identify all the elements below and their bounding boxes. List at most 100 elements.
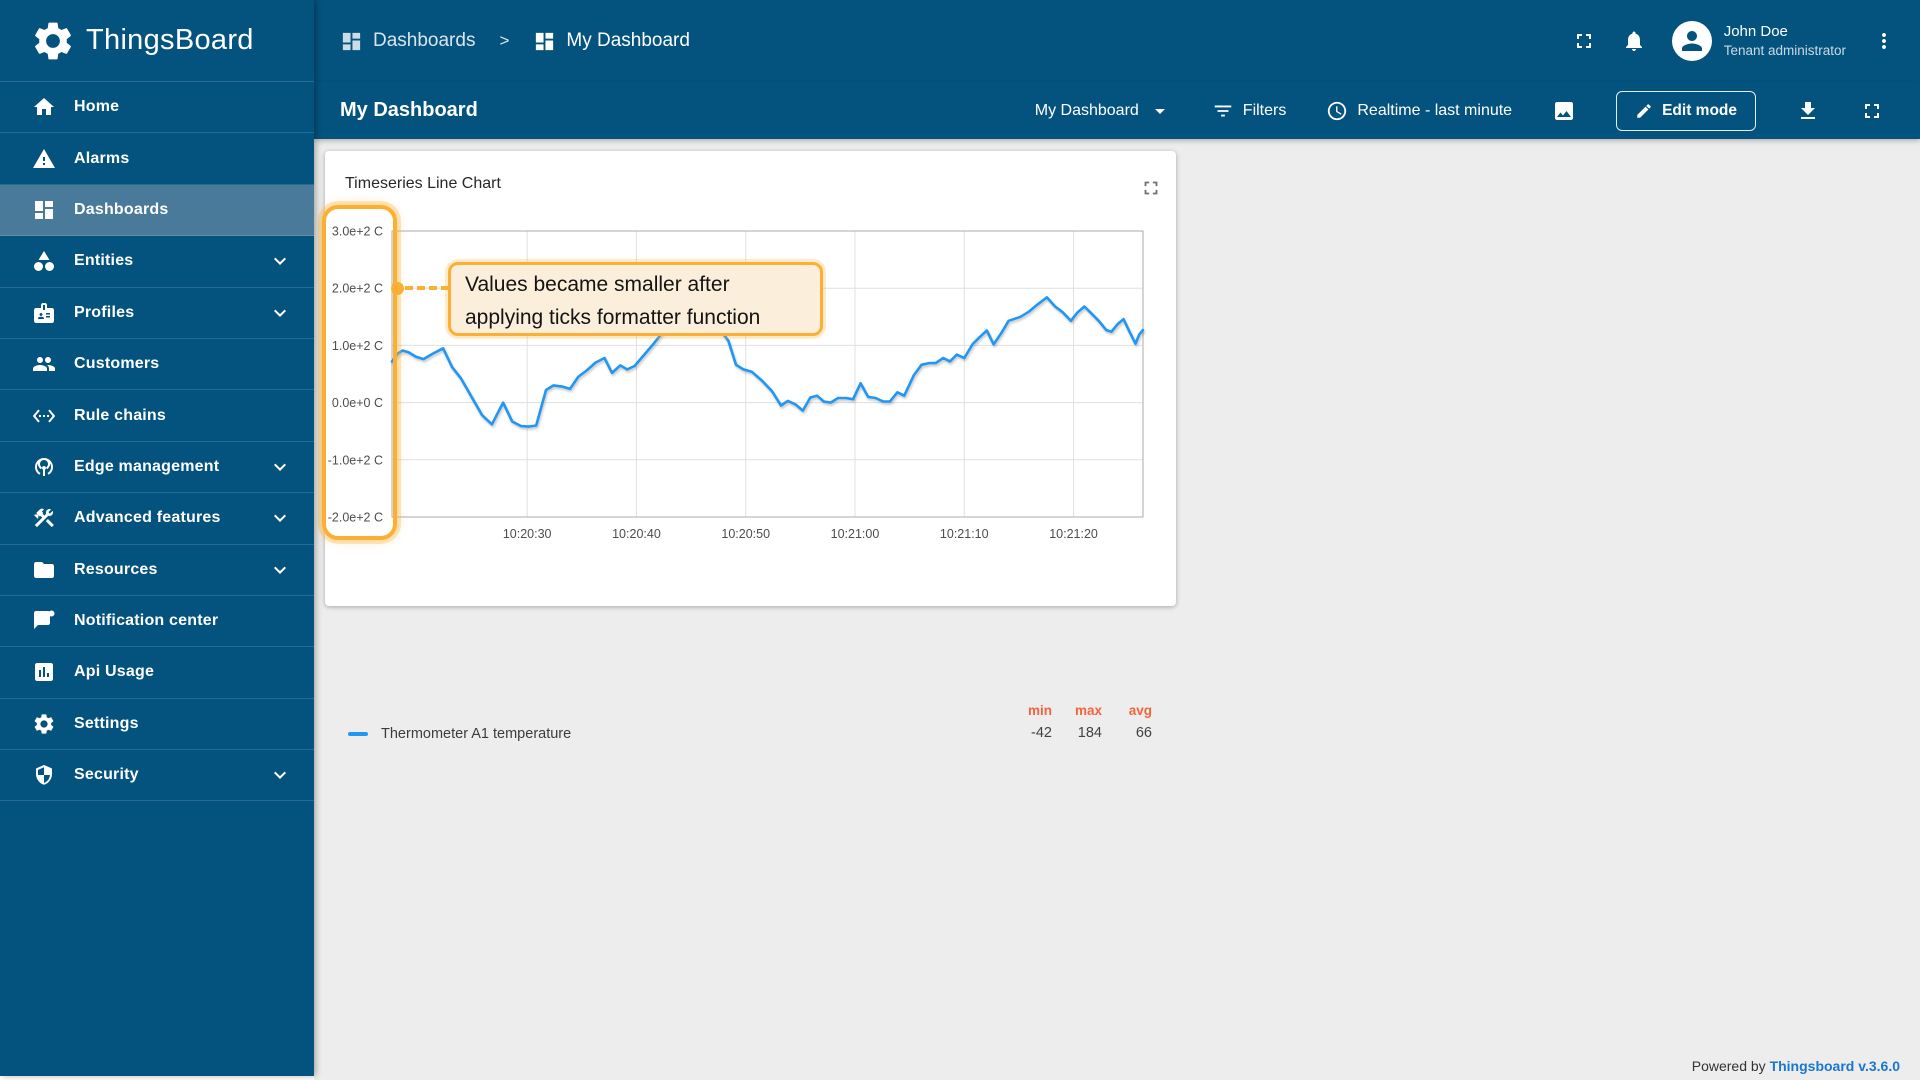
- sidebar-item-advanced-features[interactable]: Advanced features: [0, 493, 314, 545]
- sidebar-item-label: Alarms: [74, 149, 130, 167]
- annotation-line-1: Values became smaller after: [465, 273, 730, 296]
- sidebar-item-profiles[interactable]: Profiles: [0, 288, 314, 339]
- advanced-icon: [34, 508, 54, 528]
- fullscreen-icon: [1576, 34, 1591, 48]
- topbar: Dashboards > My Dashboard John Doe: [314, 0, 1920, 82]
- sidebar-item-label: Api Usage: [74, 663, 155, 681]
- sidebar-item-customers[interactable]: Customers: [0, 339, 314, 391]
- sidebar-item-label: Dashboards: [74, 200, 169, 218]
- stat-value: -42: [1031, 725, 1052, 741]
- sidebar-item-alarms[interactable]: Alarms: [0, 133, 314, 185]
- sidebar-item-security[interactable]: Security: [0, 750, 314, 802]
- thingsboard-logo-icon: [35, 22, 71, 59]
- chevron-down-icon: [274, 771, 286, 780]
- brand-logo[interactable]: ThingsBoard: [0, 0, 314, 82]
- filter-icon: [1214, 105, 1232, 116]
- breadcrumb-my-dashboard[interactable]: My Dashboard: [533, 30, 690, 53]
- sidebar-nav: Home Alarms Dashboards Entities Profiles Cust…: [0, 82, 314, 802]
- sidebar-item-notification-center[interactable]: Notification center: [0, 596, 314, 648]
- dashboard-toolbar: My Dashboard My Dashboard Filters Realti…: [314, 82, 1920, 139]
- dashboard-image-button[interactable]: [1552, 99, 1576, 123]
- notifications-button[interactable]: [1622, 29, 1646, 53]
- stat-header: max: [1074, 703, 1102, 718]
- breadcrumb-separator: >: [499, 31, 510, 50]
- dashboard-fullscreen-button[interactable]: [1860, 99, 1884, 123]
- annotation-callout: Values became smaller after applying tic…: [448, 262, 823, 336]
- dashboard-icon: [536, 32, 554, 50]
- chevron-down-icon: [274, 514, 286, 523]
- annotation-dashed-connector: [405, 286, 449, 290]
- sidebar-item-rule-chains[interactable]: Rule chains: [0, 390, 314, 442]
- sidebar-item-label: Edge management: [74, 457, 220, 475]
- sidebar-item-api-usage[interactable]: Api Usage: [0, 647, 314, 699]
- series-label: Thermometer A1 temperature: [381, 726, 572, 742]
- footer: Powered by Thingsboard v.3.6.0: [1692, 1058, 1900, 1074]
- sidebar-item-dashboards[interactable]: Dashboards: [0, 184, 314, 237]
- x-tick-label: 10:21:00: [831, 527, 880, 541]
- series-line: [390, 296, 1145, 428]
- x-tick-label: 10:21:20: [1049, 527, 1098, 541]
- chevron-down-icon: [274, 566, 286, 574]
- annotation-dot: [391, 282, 404, 295]
- filters-button[interactable]: Filters: [1212, 100, 1286, 122]
- user-info: John Doe Tenant administrator: [1724, 22, 1846, 60]
- dashboards-icon: [342, 32, 361, 50]
- brand-name: ThingsBoard: [86, 24, 254, 56]
- x-tick-label: 10:21:10: [940, 527, 989, 541]
- entities-icon: [34, 251, 54, 272]
- sidebar-item-entities[interactable]: Entities: [0, 236, 314, 288]
- customers-icon: [33, 357, 55, 372]
- chevron-down-icon: [274, 309, 286, 317]
- sidebar: ThingsBoard Home Alarms Dashboards Entities…: [0, 0, 314, 1076]
- sidebar-item-resources[interactable]: Resources: [0, 545, 314, 596]
- dashboard-content: Timeseries Line Chart 3.0e+2 C 2.0e+2 C 1.…: [314, 139, 1920, 1080]
- y-tick-label: 1.0e+2 C: [332, 339, 383, 353]
- sidebar-item-label: Resources: [74, 560, 158, 578]
- widget-fullscreen-button[interactable]: [1140, 177, 1162, 199]
- legend-series[interactable]: Thermometer A1 temperature: [348, 726, 571, 742]
- series-color-dash: [348, 732, 368, 736]
- widget-title: Timeseries Line Chart: [345, 175, 501, 192]
- chevron-down-icon: [274, 257, 286, 266]
- sidebar-item-label: Profiles: [74, 303, 135, 321]
- breadcrumb-dashboards[interactable]: Dashboards: [340, 30, 475, 53]
- edge-icon: [35, 457, 53, 476]
- rule-chains-icon: [32, 409, 56, 423]
- user-role: Tenant administrator: [1723, 43, 1846, 58]
- dashboard-select[interactable]: My Dashboard: [1035, 99, 1172, 123]
- y-tick-label: 3.0e+2 C: [332, 225, 383, 239]
- sidebar-item-settings[interactable]: Settings: [0, 699, 314, 751]
- timeseries-line-chart: 3.0e+2 C 2.0e+2 C 1.0e+2 C 0.0e+0 C -1.0e+2 …: [328, 225, 1145, 541]
- fullscreen-button[interactable]: [1572, 29, 1596, 53]
- powered-by-text: Powered by: [1691, 1058, 1766, 1074]
- profiles-icon: [34, 302, 54, 323]
- annotation-line-2: applying ticks formatter function: [465, 306, 761, 329]
- sidebar-item-label: Entities: [74, 252, 134, 270]
- edit-mode-button[interactable]: Edit mode: [1616, 90, 1756, 131]
- settings-icon: [34, 714, 54, 734]
- download-button[interactable]: [1796, 99, 1820, 123]
- arrow-drop-down-icon: [1154, 108, 1165, 114]
- sidebar-item-edge-management[interactable]: Edge management: [0, 442, 314, 494]
- sidebar-item-label: Notification center: [74, 612, 219, 630]
- sidebar-item-label: Settings: [74, 714, 139, 732]
- sidebar-item-home[interactable]: Home: [0, 82, 314, 134]
- chevron-down-icon: [274, 463, 286, 471]
- image-icon: [1555, 101, 1574, 120]
- toolbar-actions: My Dashboard Filters Realtime - last min…: [1035, 90, 1884, 131]
- topbar-actions: John Doe Tenant administrator: [1572, 21, 1896, 61]
- user-menu[interactable]: John Doe Tenant administrator: [1671, 21, 1846, 61]
- page-title: My Dashboard: [340, 99, 478, 121]
- more-vert-icon: [1882, 33, 1886, 49]
- sidebar-item-label: Security: [74, 766, 139, 784]
- fullscreen-icon: [1865, 103, 1879, 118]
- sidebar-item-label: Advanced features: [74, 509, 221, 527]
- timewindow-button[interactable]: Realtime - last minute: [1326, 100, 1512, 122]
- security-icon: [36, 765, 52, 785]
- more-menu-button[interactable]: [1872, 29, 1896, 53]
- thingsboard-version-link[interactable]: Thingsboard v.3.6.0: [1769, 1058, 1900, 1074]
- sidebar-item-label: Home: [74, 98, 120, 116]
- breadcrumb: Dashboards > My Dashboard: [340, 30, 690, 53]
- home-icon: [34, 98, 54, 116]
